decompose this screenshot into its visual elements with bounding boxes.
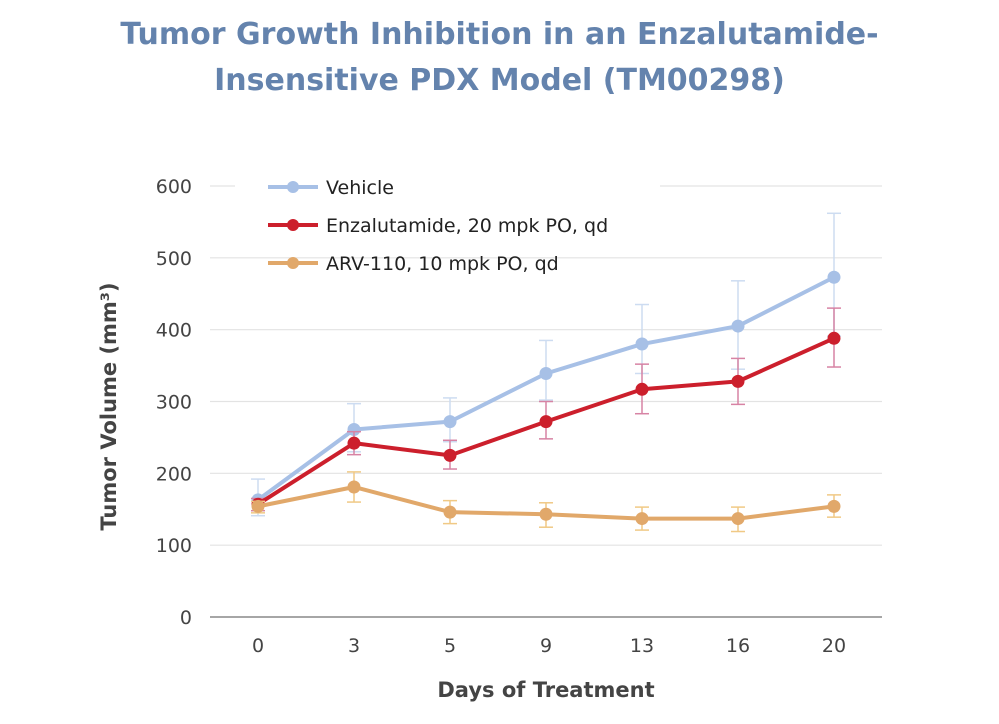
x-tick-label: 16 (726, 635, 750, 657)
data-point (539, 366, 553, 380)
legend-item: Vehicle (268, 177, 394, 199)
data-point (635, 512, 649, 526)
chart-title-line-2: Insensitive PDX Model (TM00298) (214, 63, 785, 98)
x-tick-label: 9 (540, 635, 552, 657)
series-3 (251, 471, 841, 533)
data-point (251, 499, 265, 513)
x-tick-label: 3 (348, 635, 360, 657)
series-1 (251, 212, 841, 517)
series-layer (251, 212, 841, 533)
legend-swatch-marker (287, 181, 299, 193)
y-tick-label: 0 (180, 607, 192, 629)
y-tick-label: 400 (156, 320, 192, 342)
x-tick-label: 13 (630, 635, 654, 657)
data-point (539, 415, 553, 429)
legend-item: ARV-110, 10 mpk PO, qd (268, 253, 559, 275)
legend-label: Vehicle (326, 177, 394, 199)
data-point (827, 270, 841, 284)
x-tick-label: 20 (822, 635, 846, 657)
legend-item: Enzalutamide, 20 mpk PO, qd (268, 215, 608, 237)
data-point (635, 382, 649, 396)
chart-title-line-1: Tumor Growth Inhibition in an Enzalutami… (120, 17, 879, 52)
data-point (731, 374, 745, 388)
y-axis-title: Tumor Volume (mm³) (97, 282, 121, 530)
y-tick-label: 300 (156, 392, 192, 414)
data-point (443, 448, 457, 462)
error-bars (251, 471, 841, 533)
data-point (827, 331, 841, 345)
legend-label: ARV-110, 10 mpk PO, qd (326, 253, 559, 275)
legend-swatch-marker (287, 257, 299, 269)
y-tick-label: 100 (156, 535, 192, 557)
series-2 (251, 307, 841, 512)
x-tick-labels: 0 3 5 9 13 16 20 (252, 635, 846, 657)
x-tick-label: 0 (252, 635, 264, 657)
data-point (443, 505, 457, 519)
data-point (347, 436, 361, 450)
chart-title: Tumor Growth Inhibition in an Enzalutami… (0, 12, 999, 104)
x-tick-label: 5 (444, 635, 456, 657)
y-tick-label: 500 (156, 248, 192, 270)
legend-label: Enzalutamide, 20 mpk PO, qd (326, 215, 608, 237)
data-point (443, 415, 457, 429)
data-point (731, 319, 745, 333)
y-tick-labels: 0 100 200 300 400 500 600 (156, 176, 192, 629)
data-point (347, 480, 361, 494)
data-point (539, 507, 553, 521)
y-tick-label: 600 (156, 176, 192, 198)
y-tick-label: 200 (156, 463, 192, 485)
data-point (827, 499, 841, 513)
error-bars (251, 307, 841, 512)
data-point (347, 423, 361, 437)
legend: Vehicle Enzalutamide, 20 mpk PO, qd ARV-11… (268, 177, 608, 275)
legend-swatch-marker (287, 219, 299, 231)
data-point (731, 512, 745, 526)
data-point (635, 337, 649, 351)
x-axis-title: Days of Treatment (437, 678, 654, 702)
